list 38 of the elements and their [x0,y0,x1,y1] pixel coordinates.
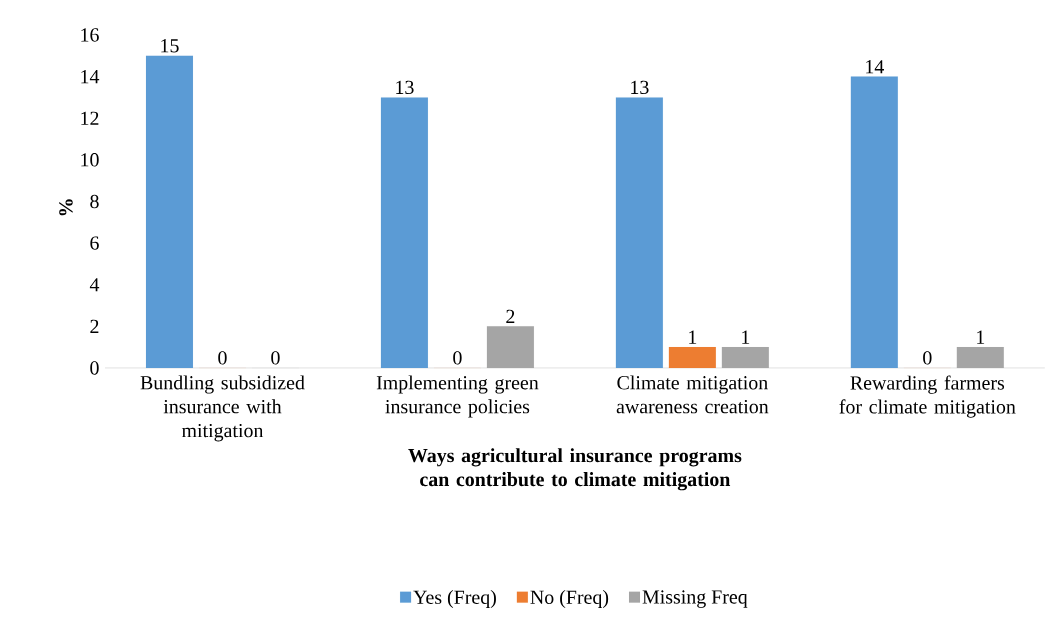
bar [850,76,898,369]
y-tick-label: 12 [81,111,99,125]
x-tick-label: Bundling subsidized insurance with mitigation [140,375,305,442]
bar [145,55,193,369]
data-label: 0 [271,351,280,365]
x-tick-label: Climate mitigation awareness creation [616,375,769,414]
y-tick-label: 6 [90,236,99,250]
y-tick-label: 10 [81,153,99,167]
y-tick-label: 2 [90,319,99,333]
bar [956,347,1004,369]
legend-label: Yes (Freq) [413,590,496,609]
y-tick-label: 4 [89,278,100,292]
data-label: 1 [742,330,750,344]
bar [721,347,769,369]
data-label: 2 [506,309,515,324]
y-axis-title: % [59,199,73,216]
data-label: 14 [866,60,884,74]
bar [380,97,428,369]
x-tick-label: Rewarding farmers for climate mitigation [839,375,1016,418]
data-label: 0 [453,351,462,365]
y-tick-label: 14 [81,70,100,84]
data-label: 0 [218,351,227,365]
data-label: 1 [689,330,697,344]
legend-label: No (Freq) [530,590,609,609]
y-tick-label: 0 [90,361,99,375]
bar [668,347,716,369]
y-tick-label: 8 [90,194,99,209]
y-tick-label: 16 [81,28,99,42]
data-label: 15 [161,39,179,53]
bar [486,326,534,369]
data-label: 13 [631,80,649,95]
legend-label: Missing Freq [642,590,748,608]
x-tick-label: Implementing green insurance policies [376,375,539,418]
data-label: 1 [977,330,985,344]
x-axis-title: Ways agricultural insurance programs can contribute to climate mitigation [408,448,742,491]
data-label: 0 [923,351,932,365]
bar [615,97,663,369]
data-label: 13 [396,80,414,95]
